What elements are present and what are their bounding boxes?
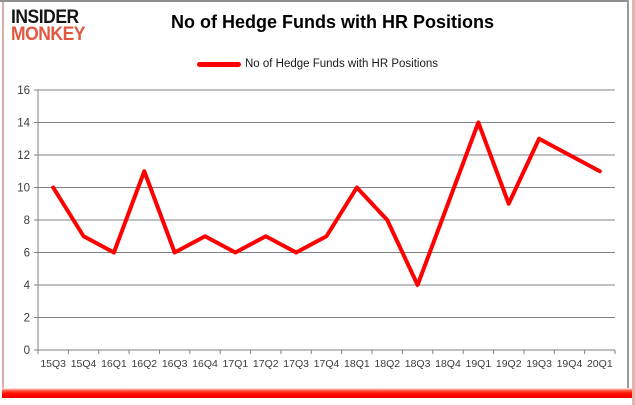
svg-text:16Q3: 16Q3 — [162, 358, 188, 370]
svg-text:19Q1: 19Q1 — [465, 358, 491, 370]
logo-text-insider: INSIDER — [11, 7, 79, 28]
svg-text:18Q2: 18Q2 — [374, 358, 400, 370]
svg-text:15Q3: 15Q3 — [40, 358, 66, 370]
frame-top-border — [0, 0, 629, 2]
svg-text:14: 14 — [17, 118, 30, 130]
svg-text:18Q3: 18Q3 — [405, 358, 431, 370]
logo-text-monkey: MONKEY — [11, 24, 85, 45]
svg-text:16Q4: 16Q4 — [192, 358, 218, 370]
svg-text:12: 12 — [17, 150, 30, 162]
svg-text:10: 10 — [17, 183, 30, 195]
svg-text:16: 16 — [17, 85, 30, 97]
svg-text:17Q2: 17Q2 — [253, 358, 279, 370]
insider-monkey-logo: INSIDER MONKEY — [11, 7, 91, 45]
frame-right-border — [627, 0, 629, 397]
svg-text:15Q4: 15Q4 — [71, 358, 97, 370]
svg-text:17Q4: 17Q4 — [314, 358, 340, 370]
line-chart: 0 2 4 6 8 10 12 14 16 15Q3 15Q4 16Q1 16Q2 16Q3 16Q4 17Q… — [17, 85, 616, 370]
bottom-red-bar — [2, 388, 632, 398]
svg-text:16Q1: 16Q1 — [101, 358, 127, 370]
svg-text:19Q4: 19Q4 — [557, 358, 583, 370]
chart-legend: No of Hedge Funds with HR Positions — [30, 56, 605, 72]
chart-title: No of Hedge Funds with HR Positions — [171, 12, 494, 32]
svg-text:6: 6 — [24, 248, 30, 260]
frame-right-accent-border — [632, 0, 635, 405]
svg-text:2: 2 — [24, 313, 30, 325]
svg-text:17Q3: 17Q3 — [283, 358, 309, 370]
legend-line-swatch — [196, 61, 241, 67]
svg-text:0: 0 — [24, 345, 30, 357]
svg-text:4: 4 — [24, 280, 31, 292]
frame-left-accent-border — [2, 2, 4, 397]
svg-text:16Q2: 16Q2 — [131, 358, 157, 370]
svg-text:17Q1: 17Q1 — [223, 358, 249, 370]
legend-label: No of Hedge Funds with HR Positions — [244, 58, 439, 70]
svg-text:18Q4: 18Q4 — [435, 358, 461, 370]
svg-text:18Q1: 18Q1 — [344, 358, 370, 370]
svg-text:19Q3: 19Q3 — [526, 358, 552, 370]
svg-text:19Q2: 19Q2 — [496, 358, 522, 370]
svg-text:20Q1: 20Q1 — [587, 358, 613, 370]
svg-text:8: 8 — [24, 215, 30, 227]
